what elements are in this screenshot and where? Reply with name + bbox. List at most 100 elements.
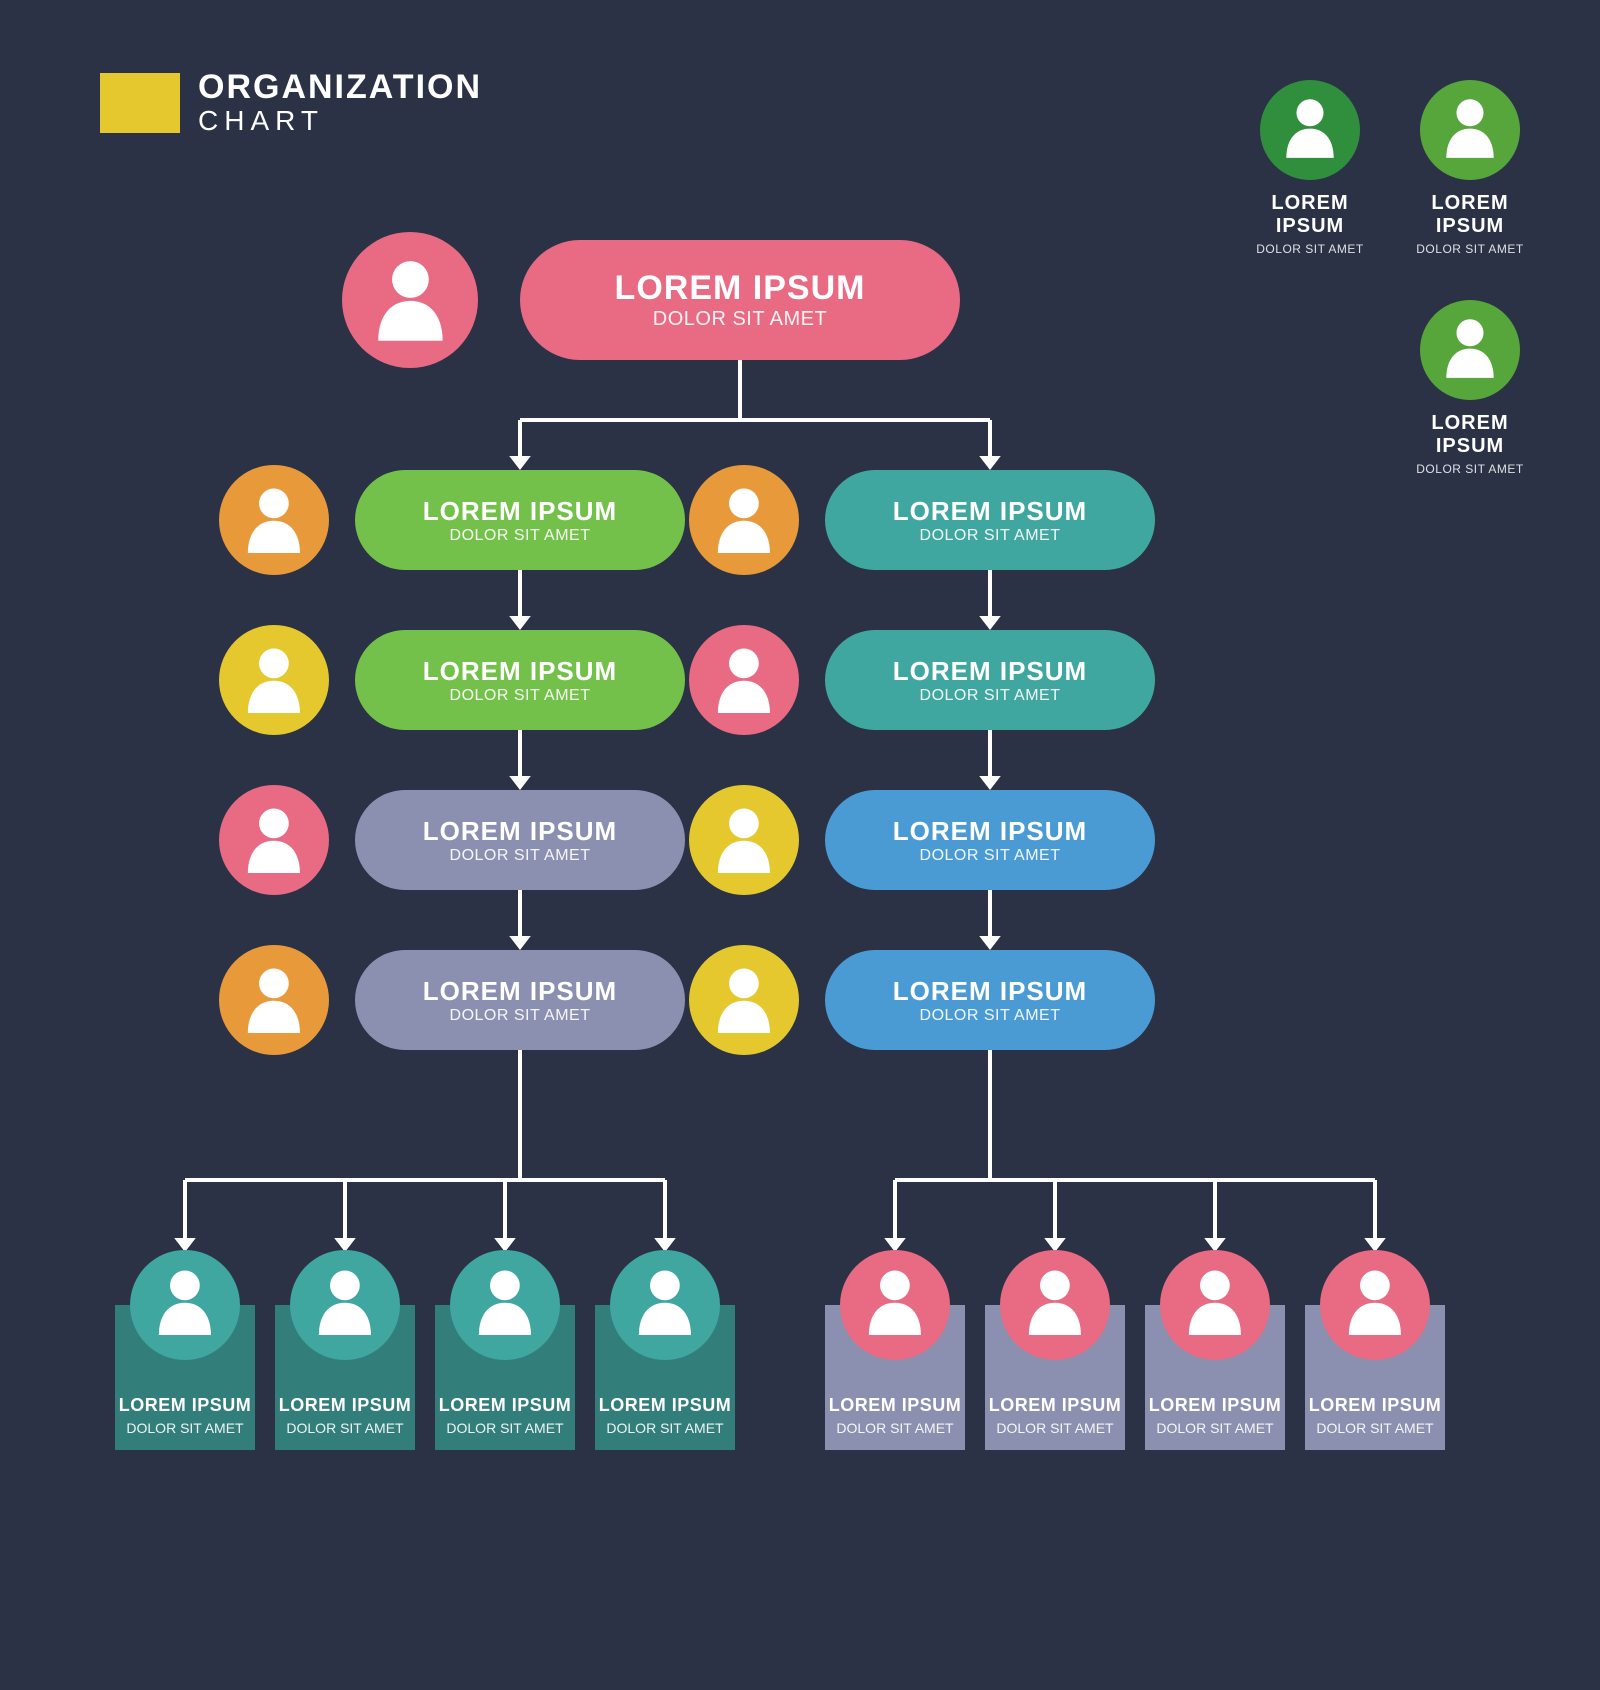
legend-subtitle: DOLOR SIT AMET	[1416, 462, 1523, 476]
node-subtitle: DOLOR SIT AMET	[450, 1007, 591, 1025]
node-title: LOREM IPSUM	[423, 496, 617, 527]
person-icon	[1281, 97, 1339, 164]
leaf-title: LOREM IPSUM	[1149, 1395, 1282, 1416]
person-icon	[1343, 1268, 1407, 1341]
leaf-right-1: LOREM IPSUM DOLOR SIT AMET	[985, 1250, 1125, 1450]
title-line1: ORGANIZATION	[198, 70, 482, 106]
leaf-subtitle: DOLOR SIT AMET	[1156, 1420, 1273, 1436]
legend-title: LOREM IPSUM	[1400, 412, 1540, 458]
leaf-title: LOREM IPSUM	[989, 1395, 1122, 1416]
title-line2: CHART	[198, 106, 482, 135]
person-icon	[1023, 1268, 1087, 1341]
leaf-avatar	[1320, 1250, 1430, 1360]
leaf-title: LOREM IPSUM	[599, 1395, 732, 1416]
leaf-right-3: LOREM IPSUM DOLOR SIT AMET	[1305, 1250, 1445, 1450]
person-icon	[1441, 97, 1499, 164]
node-subtitle: DOLOR SIT AMET	[920, 527, 1061, 545]
legend-avatar	[1420, 80, 1520, 180]
mid-avatar-right-1	[689, 625, 799, 735]
node-subtitle: DOLOR SIT AMET	[450, 527, 591, 545]
mid-node-right-1: LOREM IPSUM DOLOR SIT AMET	[825, 630, 1155, 730]
org-chart-stage: ORGANIZATION CHART LOREM IPSUM DOLOR SIT…	[0, 0, 1600, 1690]
mid-node-left-2: LOREM IPSUM DOLOR SIT AMET	[355, 790, 685, 890]
leaf-avatar	[610, 1250, 720, 1360]
legend-title: LOREM IPSUM	[1240, 192, 1380, 238]
mid-node-right-3: LOREM IPSUM DOLOR SIT AMET	[825, 950, 1155, 1050]
mid-node-left-3: LOREM IPSUM DOLOR SIT AMET	[355, 950, 685, 1050]
node-subtitle: DOLOR SIT AMET	[920, 847, 1061, 865]
leaf-avatar	[840, 1250, 950, 1360]
leaf-subtitle: DOLOR SIT AMET	[446, 1420, 563, 1436]
root-title: LOREM IPSUM	[615, 269, 866, 308]
mid-node-left-0: LOREM IPSUM DOLOR SIT AMET	[355, 470, 685, 570]
leaf-title: LOREM IPSUM	[119, 1395, 252, 1416]
legend-item-2: LOREM IPSUM DOLOR SIT AMET	[1400, 300, 1540, 476]
leaf-left-2: LOREM IPSUM DOLOR SIT AMET	[435, 1250, 575, 1450]
leaf-title: LOREM IPSUM	[439, 1395, 572, 1416]
node-subtitle: DOLOR SIT AMET	[920, 1007, 1061, 1025]
leaf-avatar	[290, 1250, 400, 1360]
leaf-right-0: LOREM IPSUM DOLOR SIT AMET	[825, 1250, 965, 1450]
node-title: LOREM IPSUM	[423, 656, 617, 687]
chart-title: ORGANIZATION CHART	[100, 70, 482, 135]
node-title: LOREM IPSUM	[423, 976, 617, 1007]
leaf-avatar	[450, 1250, 560, 1360]
node-title: LOREM IPSUM	[893, 976, 1087, 1007]
node-title: LOREM IPSUM	[893, 816, 1087, 847]
node-title: LOREM IPSUM	[893, 496, 1087, 527]
leaf-title: LOREM IPSUM	[279, 1395, 412, 1416]
person-icon	[473, 1268, 537, 1341]
mid-avatar-left-2	[219, 785, 329, 895]
leaf-avatar	[1000, 1250, 1110, 1360]
mid-avatar-left-0	[219, 465, 329, 575]
root-avatar	[342, 232, 478, 368]
node-subtitle: DOLOR SIT AMET	[920, 687, 1061, 705]
person-icon	[633, 1268, 697, 1341]
leaf-right-2: LOREM IPSUM DOLOR SIT AMET	[1145, 1250, 1285, 1450]
mid-avatar-right-3	[689, 945, 799, 1055]
leaf-subtitle: DOLOR SIT AMET	[606, 1420, 723, 1436]
person-icon	[242, 646, 306, 714]
person-icon	[712, 806, 776, 874]
person-icon	[313, 1268, 377, 1341]
person-icon	[242, 806, 306, 874]
leaf-avatar	[1160, 1250, 1270, 1360]
person-icon	[712, 486, 776, 554]
mid-node-right-2: LOREM IPSUM DOLOR SIT AMET	[825, 790, 1155, 890]
leaf-left-1: LOREM IPSUM DOLOR SIT AMET	[275, 1250, 415, 1450]
leaf-title: LOREM IPSUM	[1309, 1395, 1442, 1416]
person-icon	[371, 258, 450, 342]
title-accent	[100, 73, 180, 133]
leaf-avatar	[130, 1250, 240, 1360]
node-title: LOREM IPSUM	[893, 656, 1087, 687]
person-icon	[863, 1268, 927, 1341]
legend-subtitle: DOLOR SIT AMET	[1256, 242, 1363, 256]
leaf-subtitle: DOLOR SIT AMET	[1316, 1420, 1433, 1436]
root-node: LOREM IPSUM DOLOR SIT AMET	[520, 240, 960, 360]
person-icon	[1183, 1268, 1247, 1341]
mid-avatar-left-3	[219, 945, 329, 1055]
leaf-subtitle: DOLOR SIT AMET	[996, 1420, 1113, 1436]
node-subtitle: DOLOR SIT AMET	[450, 687, 591, 705]
person-icon	[1441, 317, 1499, 384]
legend-item-1: LOREM IPSUM DOLOR SIT AMET	[1400, 80, 1540, 256]
legend-title: LOREM IPSUM	[1400, 192, 1540, 238]
root-subtitle: DOLOR SIT AMET	[653, 308, 827, 331]
person-icon	[712, 646, 776, 714]
legend-avatar	[1260, 80, 1360, 180]
mid-avatar-right-2	[689, 785, 799, 895]
legend-avatar	[1420, 300, 1520, 400]
leaf-subtitle: DOLOR SIT AMET	[836, 1420, 953, 1436]
person-icon	[242, 486, 306, 554]
legend-subtitle: DOLOR SIT AMET	[1416, 242, 1523, 256]
mid-node-left-1: LOREM IPSUM DOLOR SIT AMET	[355, 630, 685, 730]
node-subtitle: DOLOR SIT AMET	[450, 847, 591, 865]
leaf-subtitle: DOLOR SIT AMET	[286, 1420, 403, 1436]
mid-node-right-0: LOREM IPSUM DOLOR SIT AMET	[825, 470, 1155, 570]
person-icon	[153, 1268, 217, 1341]
legend-item-0: LOREM IPSUM DOLOR SIT AMET	[1240, 80, 1380, 256]
leaf-left-3: LOREM IPSUM DOLOR SIT AMET	[595, 1250, 735, 1450]
leaf-title: LOREM IPSUM	[829, 1395, 962, 1416]
mid-avatar-right-0	[689, 465, 799, 575]
title-text: ORGANIZATION CHART	[198, 70, 482, 135]
